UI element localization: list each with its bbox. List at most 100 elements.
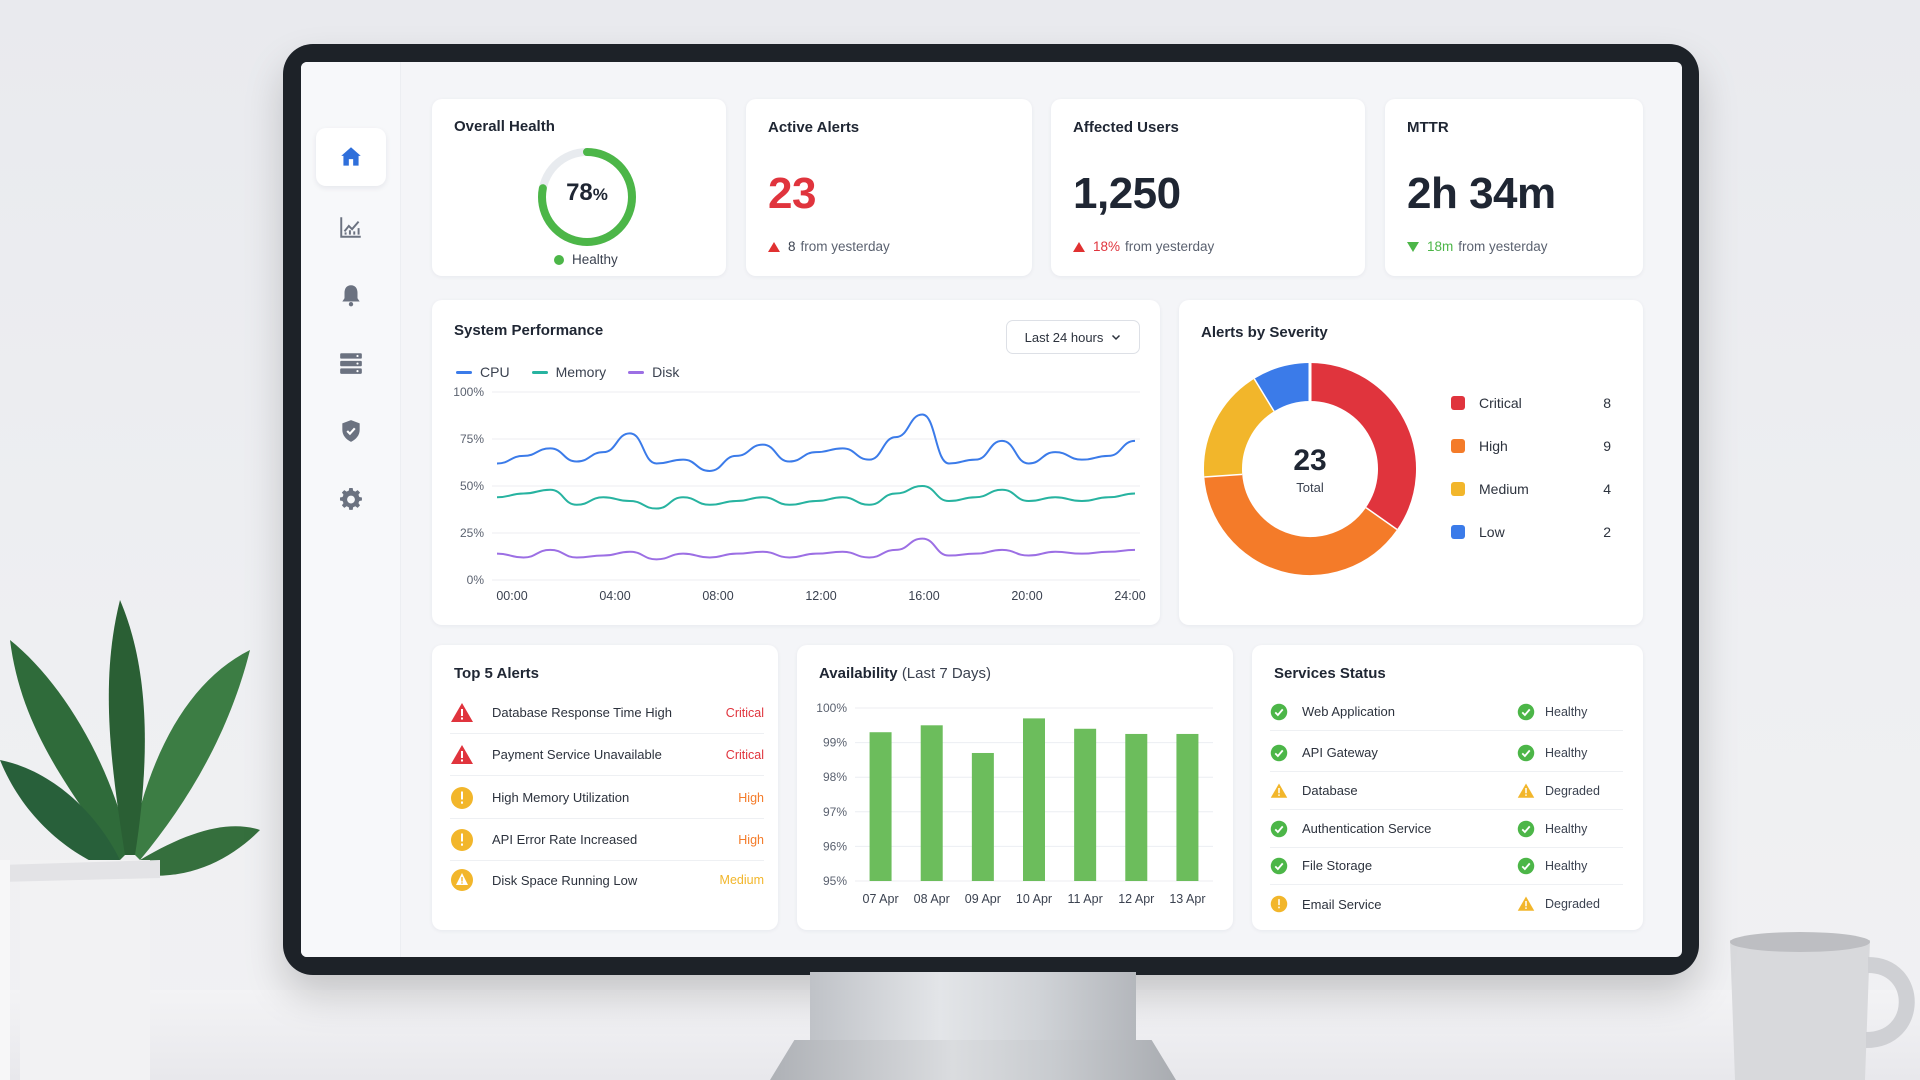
arrow-up-icon xyxy=(1073,241,1085,252)
x-tick-label: 16:00 xyxy=(908,589,939,603)
chevron-down-icon xyxy=(1112,334,1121,341)
exclamation-circle-icon xyxy=(451,828,473,851)
alert-label: Database Response Time High xyxy=(492,705,672,720)
alert-row[interactable]: API Error Rate Increased High xyxy=(450,819,764,861)
critical-warning-icon xyxy=(451,744,473,764)
warning-circle-icon xyxy=(1270,895,1288,913)
warning-triangle-icon xyxy=(1517,896,1535,911)
legend-swatch xyxy=(531,370,548,374)
legend-item-disk: Disk xyxy=(628,364,679,380)
critical-warning-icon xyxy=(451,702,473,722)
active-alerts-value: 23 xyxy=(768,169,816,218)
status-dot-icon xyxy=(554,254,564,265)
service-row[interactable]: Web Application Healthy xyxy=(1270,693,1623,731)
donut-separator xyxy=(1364,506,1398,532)
x-tick-label: 10 Apr xyxy=(1016,892,1052,906)
alert-icon-wrap xyxy=(450,868,474,892)
overall-health-title: Overall Health xyxy=(454,118,555,135)
legend-swatch xyxy=(1451,396,1465,410)
service-row[interactable]: Authentication Service Healthy xyxy=(1270,810,1623,848)
bell-icon xyxy=(342,285,360,307)
mttr-delta-text: from yesterday xyxy=(1458,239,1548,254)
sidebar-item-home[interactable] xyxy=(316,128,386,186)
alert-row[interactable]: Database Response Time High Critical xyxy=(450,692,764,734)
service-icon-wrap xyxy=(1270,857,1288,875)
donut-separator xyxy=(1204,472,1243,478)
time-range-label: Last 24 hours xyxy=(1024,329,1104,345)
y-tick-label: 100% xyxy=(453,385,484,399)
affected-users-delta-text: from yesterday xyxy=(1125,239,1215,254)
active-alerts-title: Active Alerts xyxy=(768,119,860,136)
check-circle-icon xyxy=(1517,703,1535,720)
service-row[interactable]: API Gateway Healthy xyxy=(1270,734,1623,772)
mttr-card: MTTR 2h 34m 18m from yesterday xyxy=(1385,99,1643,276)
alert-label: Disk Space Running Low xyxy=(492,872,638,888)
severity-name: Critical xyxy=(1479,395,1522,411)
alert-row[interactable]: Payment Service Unavailable Critical xyxy=(450,734,764,776)
legend-label: Disk xyxy=(652,364,680,380)
affected-users-delta-value: 18% xyxy=(1093,239,1121,254)
alert-severity: High xyxy=(738,832,764,847)
dashboard-screen: Overall Health 78% Healthy Active Alerts… xyxy=(301,62,1682,957)
performance-line-chart: 100% 75% 50% 25% 0% 00:00 04:00 08:00 12:00 16:00… xyxy=(453,385,1145,603)
sidebar-item-servers[interactable] xyxy=(316,334,386,392)
alert-icon-wrap xyxy=(450,828,474,852)
alert-row[interactable]: Disk Space Running Low Medium xyxy=(450,859,764,901)
y-tick-label: 97% xyxy=(823,805,847,819)
alert-icon-wrap xyxy=(450,786,474,810)
y-tick-label: 96% xyxy=(823,839,847,853)
x-tick-label: 08 Apr xyxy=(914,892,950,906)
sidebar-item-security[interactable] xyxy=(316,402,386,460)
status-icon-wrap xyxy=(1517,895,1535,913)
shield-icon xyxy=(342,420,360,442)
mttr-delta-value: 18m xyxy=(1427,239,1454,254)
mttr-value: 2h 34m xyxy=(1407,169,1556,218)
time-range-dropdown[interactable]: Last 24 hours xyxy=(1006,320,1140,354)
overall-health-card: Overall Health 78% Healthy xyxy=(432,99,726,276)
mttr-title: MTTR xyxy=(1407,119,1449,136)
sidebar-item-settings[interactable] xyxy=(316,470,386,528)
service-name: Web Application xyxy=(1302,704,1395,719)
sidebar-item-alerts[interactable] xyxy=(316,266,386,324)
series-line-disk xyxy=(496,537,1136,561)
alerts-by-severity-title: Alerts by Severity xyxy=(1201,324,1328,341)
sidebar-item-analytics[interactable] xyxy=(316,198,386,256)
severity-count: 4 xyxy=(1603,481,1611,497)
exclamation-circle-icon xyxy=(451,786,473,809)
legend-item-memory: Memory xyxy=(531,364,606,380)
alert-severity: Medium xyxy=(719,873,764,887)
status-icon-wrap xyxy=(1517,857,1535,875)
plant-decoration xyxy=(0,600,260,1080)
system-performance-title: System Performance xyxy=(454,322,604,339)
severity-name: Low xyxy=(1479,524,1505,540)
x-tick-label: 12 Apr xyxy=(1118,892,1154,906)
check-circle-icon xyxy=(1517,820,1535,837)
legend-label: CPU xyxy=(480,364,510,380)
availability-bar-chart: 100% 99% 98% 97% 96% 95% 07 Apr 08 Apr 09 Apr 10 … xyxy=(816,701,1213,906)
service-status-label: Healthy xyxy=(1545,745,1588,760)
availability-bar xyxy=(920,725,943,881)
x-tick-label: 08:00 xyxy=(702,589,733,603)
legend-swatch xyxy=(1451,525,1465,539)
service-row[interactable]: Email Service Degraded xyxy=(1270,885,1623,923)
service-status: Healthy xyxy=(1517,857,1623,875)
series-line-cpu xyxy=(496,413,1136,472)
service-icon-wrap xyxy=(1270,744,1288,762)
severity-name: Medium xyxy=(1479,481,1529,497)
health-percent-unit: % xyxy=(592,185,608,204)
status-icon-wrap xyxy=(1517,782,1535,800)
service-row[interactable]: Database Degraded xyxy=(1270,772,1623,810)
availability-subtitle: (Last 7 Days) xyxy=(901,665,992,682)
legend-swatch xyxy=(628,370,645,374)
severity-legend-medium: Medium 4 xyxy=(1451,478,1611,500)
severity-name: High xyxy=(1479,438,1508,454)
status-icon-wrap xyxy=(1517,820,1535,838)
check-circle-icon xyxy=(1517,857,1535,874)
performance-legend: CPU Memory Disk xyxy=(456,364,679,380)
health-gauge-arc xyxy=(538,148,636,246)
alert-row[interactable]: High Memory Utilization High xyxy=(450,777,764,819)
service-row[interactable]: File Storage Healthy xyxy=(1270,847,1623,885)
service-status-label: Healthy xyxy=(1545,858,1588,873)
x-tick-label: 20:00 xyxy=(1011,589,1042,603)
y-tick-label: 75% xyxy=(460,432,484,446)
